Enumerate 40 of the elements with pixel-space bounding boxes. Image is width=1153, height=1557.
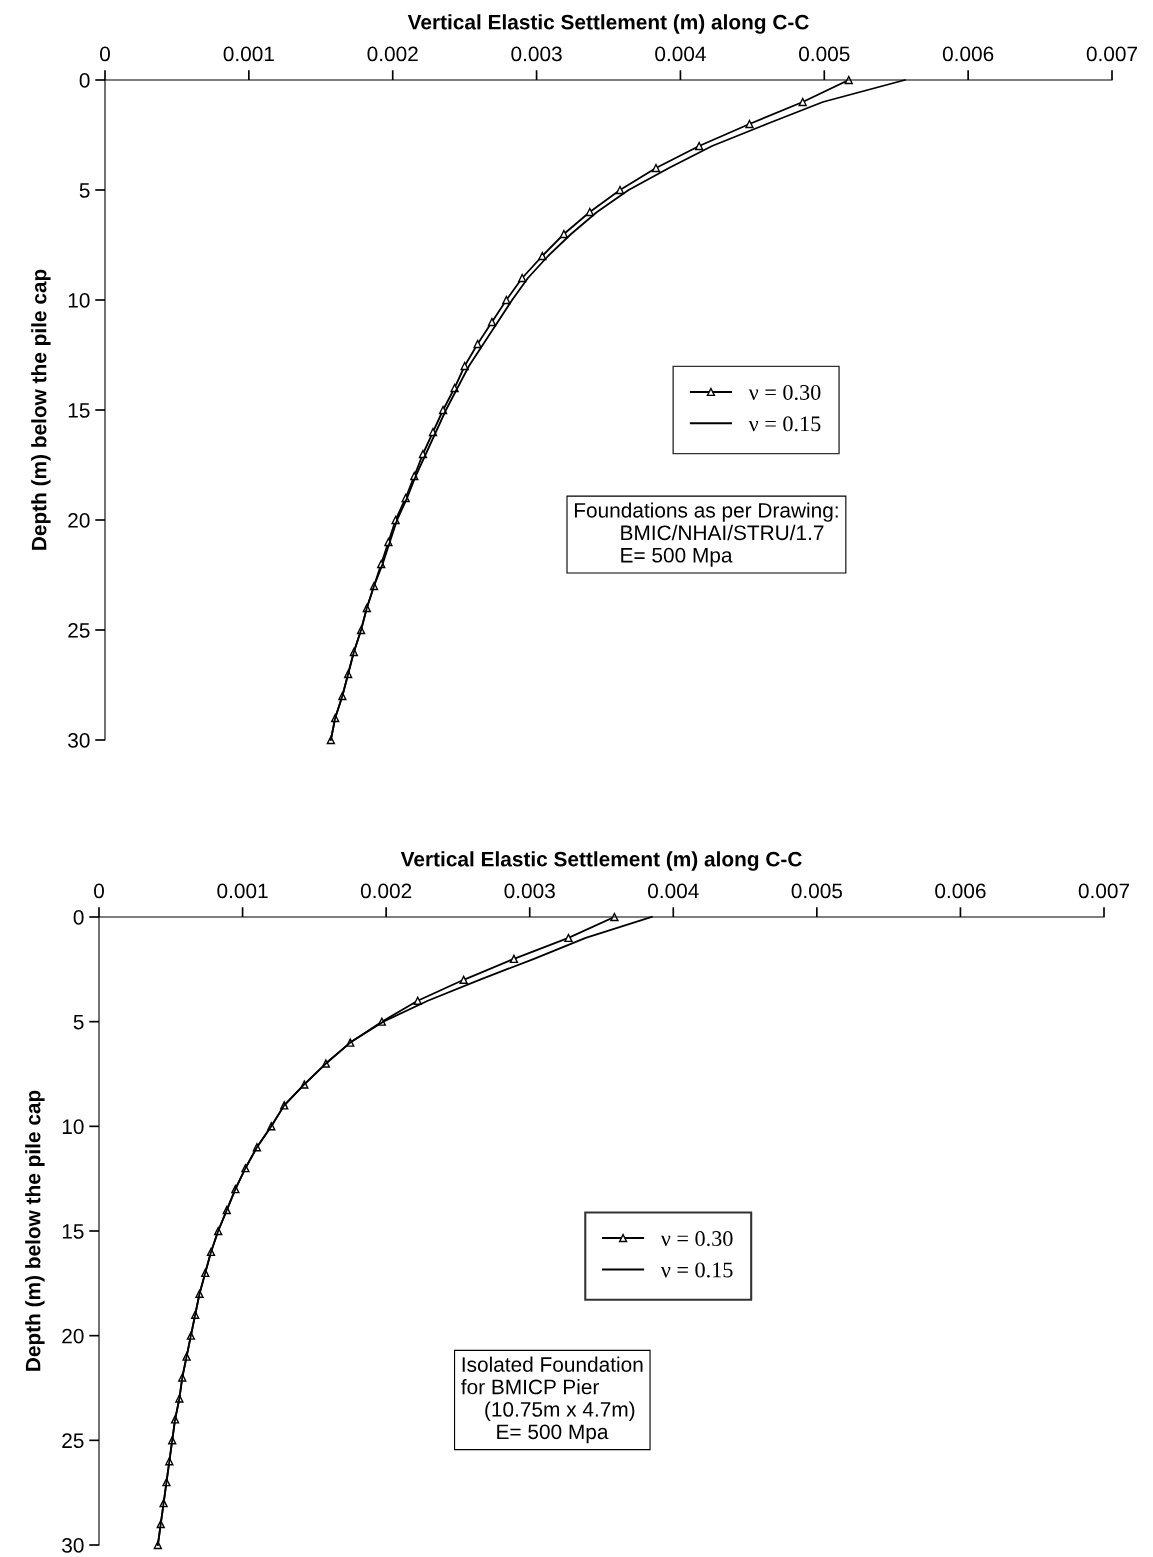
x-tick-label: 0.002 <box>367 46 418 62</box>
y-tick-label: 0 <box>73 910 84 925</box>
y-tick-label: 25 <box>68 623 90 638</box>
y-tick-label: 20 <box>62 1328 84 1344</box>
legend-label: ν = 0.15 <box>660 1262 733 1278</box>
x-tick-label: 0 <box>94 883 104 899</box>
x-tick-label: 0 <box>100 46 110 62</box>
x-tick-label: 0.001 <box>217 883 268 899</box>
y-tick-label: 5 <box>73 1014 84 1030</box>
x-tick-label: 0.006 <box>942 46 994 62</box>
x-tick-label: 0.003 <box>504 883 555 899</box>
y-tick-label: 15 <box>68 403 90 418</box>
x-tick-label: 0.005 <box>791 883 843 899</box>
x-tick-label: 0.005 <box>799 46 850 62</box>
y-axis-title: Depth (m) below the pile cap <box>25 1090 45 1371</box>
y-tick-label: 10 <box>68 293 90 308</box>
y-tick-label: 15 <box>62 1224 84 1239</box>
legend-label: ν = 0.30 <box>748 384 821 401</box>
x-tick-label: 0.001 <box>223 46 274 62</box>
y-tick-label: 0 <box>79 73 90 88</box>
x-tick-label: 0.004 <box>655 46 706 62</box>
legend-label: ν = 0.15 <box>748 416 821 432</box>
y-axis-title: Depth (m) below the pile cap <box>31 269 51 550</box>
x-tick-label: 0.002 <box>360 883 412 899</box>
legend-label: ν = 0.30 <box>660 1231 733 1247</box>
y-tick-label: 5 <box>79 183 90 198</box>
x-tick-label: 0.004 <box>648 883 699 899</box>
x-tick-label: 0.007 <box>1086 46 1138 62</box>
annotation: Isolated Foundation for BMICP Pier (10.75m x 4.7m) E= 500 Mpa <box>461 1356 643 1444</box>
y-tick-label: 10 <box>62 1119 84 1135</box>
x-tick-label: 0.003 <box>511 46 562 62</box>
x-tick-label: 0.007 <box>1078 883 1130 899</box>
y-tick-label: 20 <box>68 513 90 528</box>
x-axis-title: Vertical Elastic Settlement (m) along C-C <box>400 851 802 871</box>
y-tick-label: 30 <box>62 1538 84 1553</box>
annotation: Foundations as per Drawing: BMIC/NHAI/STRU/1.7 E= 500 Mpa <box>574 502 838 567</box>
y-tick-label: 25 <box>62 1433 84 1449</box>
y-tick-label: 30 <box>68 733 90 748</box>
x-tick-label: 0.006 <box>935 883 986 899</box>
x-axis-title: Vertical Elastic Settlement (m) along C-C <box>407 14 809 34</box>
